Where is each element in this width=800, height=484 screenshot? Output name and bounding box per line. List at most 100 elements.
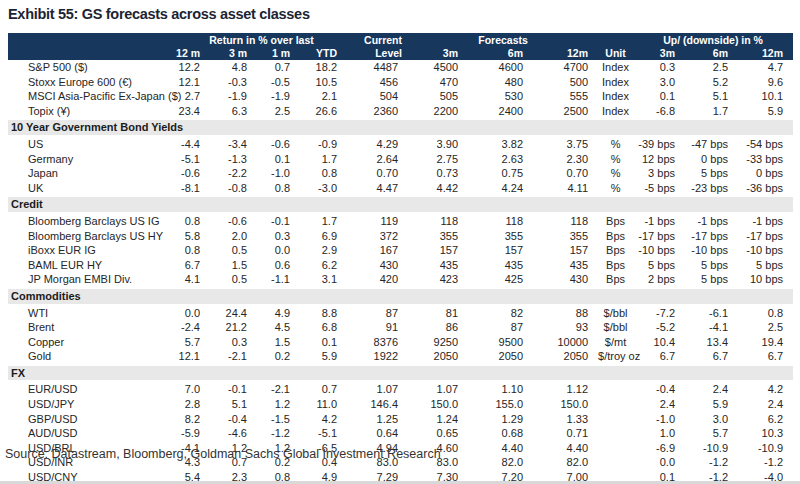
- value-cell: 6.3: [210, 104, 257, 120]
- value-cell: 0.64: [347, 426, 408, 441]
- unit-cell: Index: [598, 104, 633, 120]
- col-header-upside-6m: 6m: [685, 46, 738, 60]
- value-cell: -3.0: [300, 181, 347, 197]
- header-group-row: Return in % over last Current Forecasts …: [8, 33, 793, 46]
- value-cell: 0.65: [408, 426, 468, 441]
- value-cell: 5.9: [685, 397, 738, 412]
- value-cell: 425: [468, 272, 533, 288]
- col-header-ytd: YTD: [300, 46, 347, 60]
- value-cell: 0.3: [257, 229, 300, 244]
- value-cell: -8.1: [176, 181, 210, 197]
- value-cell: 435: [468, 258, 533, 273]
- value-cell: 6.7: [685, 349, 738, 365]
- table-row: US-4.4-3.4-0.6-0.94.293.903.823.75%-39 b…: [8, 136, 793, 152]
- group-header-forecasts: Forecasts: [408, 33, 598, 46]
- value-cell: 8.8: [300, 305, 347, 321]
- header-spacer: [598, 33, 633, 46]
- value-cell: -2.2: [210, 166, 257, 181]
- value-cell: 0.3: [633, 60, 685, 75]
- value-cell: 10.4: [633, 335, 685, 350]
- value-cell: 435: [408, 258, 468, 273]
- value-cell: 10 bps: [738, 272, 793, 288]
- row-label: Copper: [8, 335, 176, 350]
- value-cell: 0.5: [210, 272, 257, 288]
- row-label: Stoxx Europe 600 (€): [8, 75, 176, 90]
- col-header-upside-3m: 3m: [633, 46, 685, 60]
- row-label: Topix (¥): [8, 104, 176, 120]
- value-cell: -1.9: [257, 89, 300, 104]
- value-cell: -10 bps: [738, 243, 793, 258]
- value-cell: 4500: [408, 60, 468, 75]
- unit-cell: [598, 381, 633, 397]
- value-cell: 155.0: [468, 397, 533, 412]
- table-row: UK-8.1-0.80.8-3.04.474.424.244.11%-5 bps…: [8, 181, 793, 197]
- table-row: Copper5.70.31.50.183769250950010000$/mt1…: [8, 335, 793, 350]
- value-cell: 2400: [468, 104, 533, 120]
- value-cell: -0.9: [300, 136, 347, 152]
- value-cell: 21.2: [210, 320, 257, 335]
- value-cell: 4.5: [257, 320, 300, 335]
- value-cell: 0.8: [176, 213, 210, 229]
- value-cell: 6.8: [300, 320, 347, 335]
- value-cell: 157: [468, 243, 533, 258]
- value-cell: 12.1: [176, 349, 210, 365]
- value-cell: 1922: [347, 349, 408, 365]
- value-cell: -4.4: [176, 136, 210, 152]
- value-cell: 500: [533, 75, 598, 90]
- value-cell: -17 bps: [738, 229, 793, 244]
- value-cell: 150.0: [408, 397, 468, 412]
- value-cell: 530: [468, 89, 533, 104]
- header-spacer: [8, 46, 176, 60]
- value-cell: 2360: [347, 104, 408, 120]
- col-header-return-12m: 12 m: [176, 46, 210, 60]
- value-cell: 5 bps: [685, 272, 738, 288]
- unit-cell: Bps: [598, 213, 633, 229]
- unit-cell: Bps: [598, 243, 633, 258]
- row-label: Bloomberg Barclays US HY: [8, 229, 176, 244]
- value-cell: 555: [533, 89, 598, 104]
- value-cell: 119: [347, 213, 408, 229]
- table-row: Brent-2.421.24.56.891868793$/bbl-5.2-4.1…: [8, 320, 793, 335]
- value-cell: 88: [533, 305, 598, 321]
- value-cell: 1.7: [300, 152, 347, 167]
- value-cell: -3.4: [210, 136, 257, 152]
- unit-cell: Bps: [598, 258, 633, 273]
- value-cell: 430: [533, 272, 598, 288]
- value-cell: 10.3: [738, 426, 793, 441]
- row-label: US: [8, 136, 176, 152]
- value-cell: 10.1: [738, 89, 793, 104]
- col-header-forecast-3m: 3m: [408, 46, 468, 60]
- value-cell: -10.9: [685, 441, 738, 456]
- section-header-row: Commodities: [8, 288, 793, 305]
- value-cell: 87: [468, 320, 533, 335]
- table-row: USD/JPY2.85.11.211.0146.4150.0155.0150.0…: [8, 397, 793, 412]
- value-cell: -17 bps: [633, 229, 685, 244]
- value-cell: 4600: [468, 60, 533, 75]
- value-cell: -4.1: [685, 320, 738, 335]
- table-row: GBP/USD8.2-0.4-1.54.21.251.241.291.33-1.…: [8, 412, 793, 427]
- value-cell: 3.0: [685, 412, 738, 427]
- row-label: GBP/USD: [8, 412, 176, 427]
- source-line: Source: Datastream, Bloomberg, Goldman S…: [5, 447, 441, 461]
- value-cell: -5 bps: [633, 181, 685, 197]
- value-cell: 0.0: [176, 305, 210, 321]
- value-cell: 1.24: [408, 412, 468, 427]
- value-cell: 5.8: [176, 229, 210, 244]
- value-cell: 2050: [468, 349, 533, 365]
- value-cell: 2500: [533, 104, 598, 120]
- group-header-upside: Up/ (downside) in %: [633, 33, 793, 46]
- value-cell: 157: [408, 243, 468, 258]
- value-cell: 0.2: [257, 349, 300, 365]
- value-cell: 355: [408, 229, 468, 244]
- value-cell: 26.6: [300, 104, 347, 120]
- value-cell: -2.1: [210, 349, 257, 365]
- value-cell: -54 bps: [738, 136, 793, 152]
- value-cell: 5 bps: [633, 258, 685, 273]
- value-cell: 146.4: [347, 397, 408, 412]
- value-cell: 4.11: [533, 181, 598, 197]
- value-cell: -0.1: [257, 213, 300, 229]
- col-header-return-3m: 3 m: [210, 46, 257, 60]
- value-cell: -10 bps: [633, 243, 685, 258]
- value-cell: 0.5: [210, 243, 257, 258]
- value-cell: -0.6: [257, 136, 300, 152]
